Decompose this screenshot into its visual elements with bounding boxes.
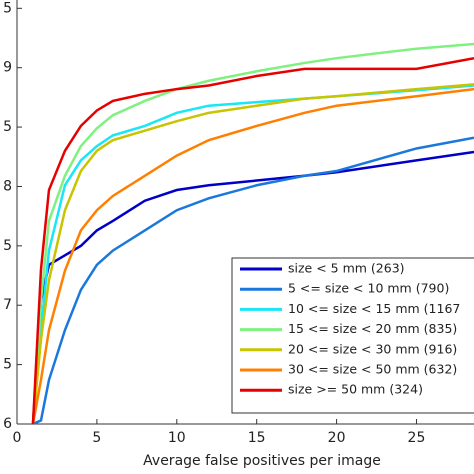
series-line	[31, 87, 474, 425]
y-tick-label: 6	[3, 416, 12, 432]
series-line	[32, 136, 474, 426]
series-line	[31, 56, 474, 425]
legend: size < 5 mm (263) 5 <= size < 10 mm (790)…	[231, 257, 474, 414]
legend-label: 10 <= size < 15 mm (1167	[288, 301, 460, 316]
series-line	[31, 42, 474, 425]
x-tick-label: 15	[248, 430, 266, 446]
legend-label: 20 <= size < 30 mm (916)	[288, 341, 457, 356]
legend-label: 30 <= size < 50 mm (632)	[288, 362, 457, 377]
y-tick-label: 5	[3, 238, 12, 254]
legend-box	[231, 257, 474, 414]
y-tick-label: 5	[3, 357, 12, 373]
x-tick-label: 0	[13, 430, 22, 446]
y-tick-label: 5	[3, 0, 12, 16]
x-tick-label: 25	[408, 430, 426, 446]
legend-label: 5 <= size < 10 mm (790)	[288, 281, 449, 296]
series-line	[31, 83, 474, 425]
legend-label: size < 5 mm (263)	[288, 261, 405, 276]
y-tick-label: 8	[3, 178, 12, 194]
y-tick-label: 9	[3, 60, 12, 76]
x-tick-label: 5	[92, 430, 101, 446]
x-axis-label: Average false positives per image	[143, 453, 381, 469]
legend-label: size >= 50 mm (324)	[288, 382, 423, 397]
x-tick-label: 20	[328, 430, 346, 446]
x-tick-label: 10	[168, 430, 186, 446]
y-tick-label: 5	[3, 119, 12, 135]
y-tick-label: 7	[3, 297, 12, 313]
legend-label: 15 <= size < 20 mm (835)	[288, 321, 457, 336]
